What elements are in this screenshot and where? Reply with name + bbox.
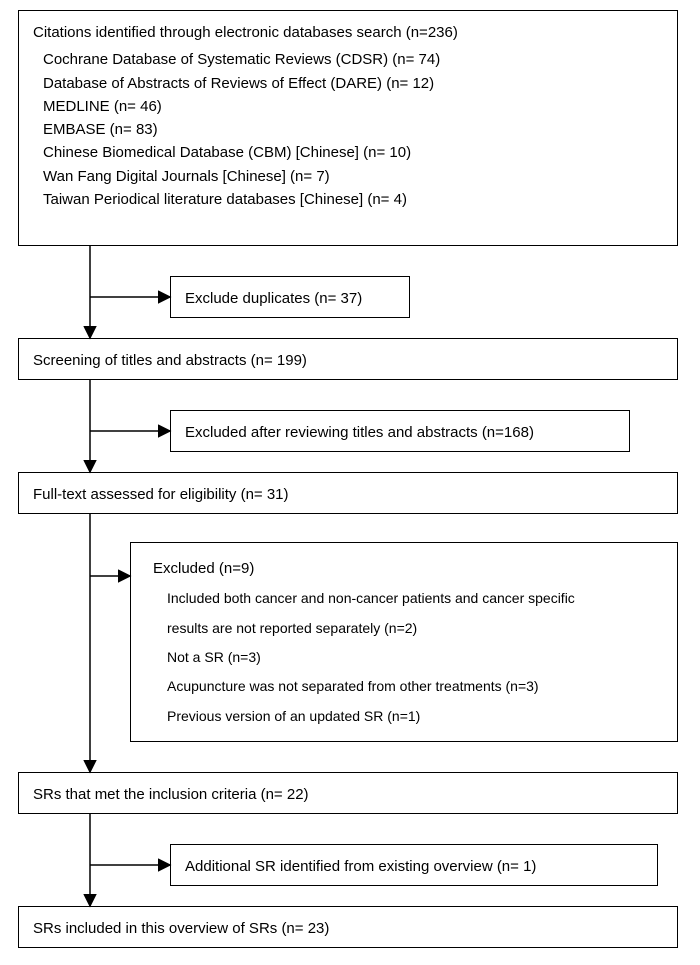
- flow-node-box9: SRs included in this overview of SRs (n=…: [18, 906, 678, 948]
- flow-node-box3: Screening of titles and abstracts (n= 19…: [18, 338, 678, 380]
- flow-node-box7: SRs that met the inclusion criteria (n= …: [18, 772, 678, 814]
- node-item: EMBASE (n= 83): [33, 118, 663, 141]
- node-text: Exclude duplicates (n= 37): [185, 287, 395, 310]
- node-item: Database of Abstracts of Reviews of Effe…: [33, 72, 663, 95]
- node-item: Chinese Biomedical Database (CBM) [Chine…: [33, 141, 663, 164]
- node-text: Screening of titles and abstracts (n= 19…: [33, 349, 663, 372]
- node-text: SRs included in this overview of SRs (n=…: [33, 917, 663, 940]
- node-item: Cochrane Database of Systematic Reviews …: [33, 48, 663, 71]
- node-header: Excluded (n=9): [153, 557, 663, 580]
- node-item: MEDLINE (n= 46): [33, 95, 663, 118]
- node-item: Taiwan Periodical literature databases […: [33, 188, 663, 211]
- node-item: Included both cancer and non-cancer pati…: [153, 584, 663, 613]
- flow-node-box4: Excluded after reviewing titles and abst…: [170, 410, 630, 452]
- node-item: Previous version of an updated SR (n=1): [153, 702, 663, 731]
- node-item: results are not reported separately (n=2…: [153, 614, 663, 643]
- flow-node-box2: Exclude duplicates (n= 37): [170, 276, 410, 318]
- node-item: Wan Fang Digital Journals [Chinese] (n= …: [33, 165, 663, 188]
- flow-node-box1: Citations identified through electronic …: [18, 10, 678, 246]
- node-item: Not a SR (n=3): [153, 643, 663, 672]
- node-item: Acupuncture was not separated from other…: [153, 672, 663, 701]
- flow-node-box5: Full-text assessed for eligibility (n= 3…: [18, 472, 678, 514]
- flow-node-box8: Additional SR identified from existing o…: [170, 844, 658, 886]
- node-text: Full-text assessed for eligibility (n= 3…: [33, 483, 663, 506]
- node-text: Excluded after reviewing titles and abst…: [185, 421, 615, 444]
- node-text: SRs that met the inclusion criteria (n= …: [33, 783, 663, 806]
- flow-node-box6: Excluded (n=9) Included both cancer and n…: [130, 542, 678, 742]
- node-text: Additional SR identified from existing o…: [185, 855, 643, 878]
- node-header: Citations identified through electronic …: [33, 21, 663, 44]
